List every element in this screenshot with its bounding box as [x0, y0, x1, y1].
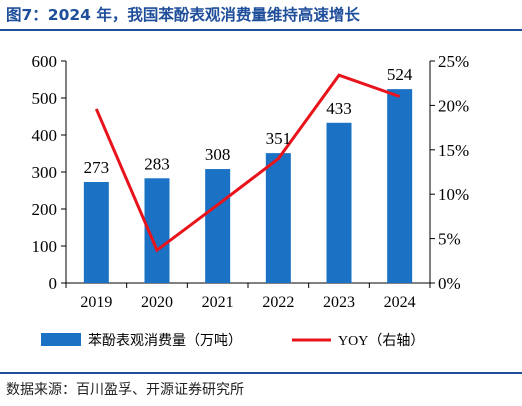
data-source: 数据来源：百川盈孚、开源证券研究所: [6, 382, 244, 398]
data-label-2024: 524: [387, 65, 413, 84]
y-tick-label-left: 100: [32, 237, 58, 256]
x-tick-label: 2019: [80, 294, 112, 311]
x-tick-label: 2020: [141, 294, 173, 311]
y-tick-label-right: 25%: [438, 52, 469, 71]
x-tick-label: 2022: [262, 294, 294, 311]
x-tick-label: 2021: [202, 294, 234, 311]
data-label-2020: 283: [144, 154, 170, 173]
bar-2022: [265, 153, 291, 283]
legend-label-bar: 苯酚表观消费量（万吨）: [88, 332, 242, 349]
title-divider: [0, 29, 522, 31]
y-tick-label-left: 300: [32, 163, 58, 182]
data-label-2019: 273: [84, 158, 110, 177]
y-tick-label-left: 500: [32, 89, 58, 108]
y-tick-label-right: 15%: [438, 141, 469, 160]
data-label-2023: 433: [326, 99, 352, 118]
bar-2023: [326, 122, 352, 283]
bar-2019: [83, 181, 109, 283]
y-tick-label-left: 400: [32, 126, 58, 145]
legend-label-line: YOY（右轴）: [338, 333, 424, 349]
figure-title: 图7：2024 年，我国苯酚表观消费量维持高速增长: [6, 6, 360, 24]
y-tick-label-right: 0%: [438, 274, 461, 293]
source-divider: [0, 372, 522, 374]
data-label-2021: 308: [205, 145, 231, 164]
x-tick-label: 2024: [384, 294, 416, 311]
y-tick-label-left: 200: [32, 200, 58, 219]
x-tick-label: 2023: [323, 294, 355, 311]
yoy-line: [94, 73, 401, 253]
data-label-2022: 351: [266, 129, 292, 148]
bar-2024: [387, 89, 413, 284]
y-tick-label-left: 600: [32, 52, 58, 71]
y-tick-label-right: 5%: [438, 230, 461, 249]
y-tick-label-right: 10%: [438, 185, 469, 204]
y-tick-label-right: 20%: [438, 96, 469, 115]
combo-chart: 0 100 200 300 400 500 600 0% 5% 10% 15% 20% 25% 2019 2…: [32, 52, 470, 349]
legend-swatch-bar: [41, 333, 81, 346]
bar-2021: [205, 169, 231, 283]
y-tick-label-left: 0: [49, 274, 58, 293]
